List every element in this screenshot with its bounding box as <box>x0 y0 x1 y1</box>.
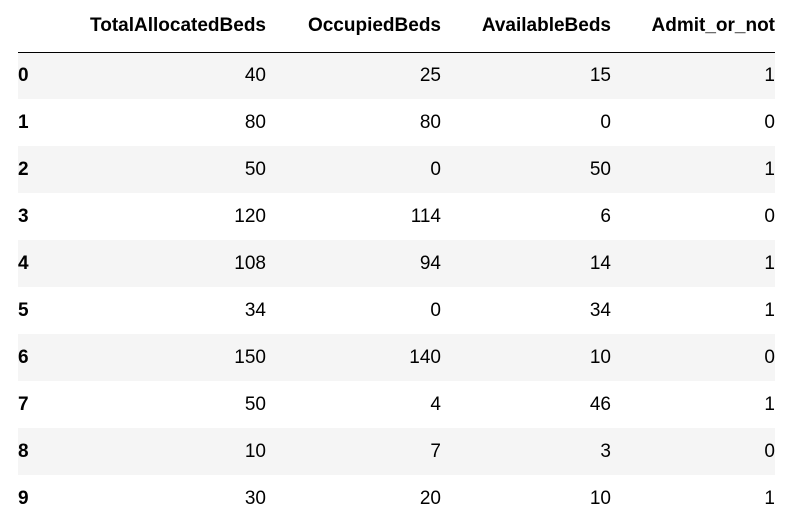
table-row: 2 50 0 50 1 <box>18 146 775 193</box>
index-header <box>18 0 76 53</box>
row-index: 0 <box>18 64 29 86</box>
cell-available-beds: 34 <box>589 299 611 321</box>
cell-available-beds: 10 <box>589 487 611 509</box>
row-index: 5 <box>18 299 29 321</box>
table-row: 9 30 20 10 1 <box>18 475 775 522</box>
cell-admit-or-not: 1 <box>764 393 775 415</box>
data-table: TotalAllocatedBeds OccupiedBeds Availabl… <box>18 0 775 522</box>
cell-occupied-beds: 20 <box>419 487 441 509</box>
cell-available-beds: 0 <box>600 111 611 133</box>
column-header-occupied-beds: OccupiedBeds <box>266 0 441 53</box>
cell-admit-or-not: 0 <box>764 205 775 227</box>
cell-occupied-beds: 0 <box>430 158 441 180</box>
cell-occupied-beds: 140 <box>409 346 441 368</box>
header-row: TotalAllocatedBeds OccupiedBeds Availabl… <box>18 0 775 53</box>
column-header-total-allocated-beds: TotalAllocatedBeds <box>76 0 266 53</box>
row-index: 8 <box>18 440 29 462</box>
row-index: 4 <box>18 252 29 274</box>
table-row: 7 50 4 46 1 <box>18 381 775 428</box>
cell-occupied-beds: 94 <box>419 252 441 274</box>
cell-admit-or-not: 1 <box>764 487 775 509</box>
column-header-available-beds: AvailableBeds <box>441 0 611 53</box>
column-header-admit-or-not: Admit_or_not <box>611 0 775 53</box>
cell-occupied-beds: 7 <box>430 440 441 462</box>
cell-total-allocated-beds: 50 <box>244 158 266 180</box>
cell-total-allocated-beds: 34 <box>244 299 266 321</box>
cell-total-allocated-beds: 80 <box>244 111 266 133</box>
table-header: TotalAllocatedBeds OccupiedBeds Availabl… <box>18 0 775 53</box>
cell-occupied-beds: 4 <box>430 393 441 415</box>
cell-total-allocated-beds: 150 <box>234 346 266 368</box>
row-index: 7 <box>18 393 29 415</box>
cell-available-beds: 50 <box>589 158 611 180</box>
row-index: 3 <box>18 205 29 227</box>
cell-available-beds: 10 <box>589 346 611 368</box>
cell-admit-or-not: 1 <box>764 252 775 274</box>
cell-occupied-beds: 114 <box>410 205 441 227</box>
cell-admit-or-not: 1 <box>764 299 775 321</box>
cell-admit-or-not: 0 <box>764 111 775 133</box>
cell-available-beds: 15 <box>589 64 611 86</box>
cell-admit-or-not: 0 <box>764 346 775 368</box>
cell-total-allocated-beds: 40 <box>244 64 266 86</box>
cell-available-beds: 14 <box>589 252 611 274</box>
table-row: 6 150 140 10 0 <box>18 334 775 381</box>
row-index: 1 <box>18 111 29 133</box>
cell-occupied-beds: 0 <box>430 299 441 321</box>
table-row: 8 10 7 3 0 <box>18 428 775 475</box>
table-row: 5 34 0 34 1 <box>18 287 775 334</box>
cell-available-beds: 6 <box>600 205 611 227</box>
cell-available-beds: 3 <box>600 440 611 462</box>
cell-admit-or-not: 0 <box>764 440 775 462</box>
table-row: 1 80 80 0 0 <box>18 99 775 146</box>
table-body: 0 40 25 15 1 1 80 80 0 0 2 50 0 50 1 3 <box>18 52 775 522</box>
table-row: 4 108 94 14 1 <box>18 240 775 287</box>
cell-total-allocated-beds: 50 <box>244 393 266 415</box>
cell-admit-or-not: 1 <box>764 158 775 180</box>
cell-total-allocated-beds: 120 <box>234 205 266 227</box>
cell-available-beds: 46 <box>589 393 611 415</box>
table-row: 3 120 114 6 0 <box>18 193 775 240</box>
table-row: 0 40 25 15 1 <box>18 52 775 99</box>
cell-total-allocated-beds: 30 <box>244 487 266 509</box>
cell-total-allocated-beds: 10 <box>244 440 266 462</box>
cell-admit-or-not: 1 <box>764 64 775 86</box>
cell-total-allocated-beds: 108 <box>234 252 266 274</box>
row-index: 6 <box>18 346 29 368</box>
cell-occupied-beds: 25 <box>419 64 441 86</box>
row-index: 2 <box>18 158 29 180</box>
row-index: 9 <box>18 487 29 509</box>
cell-occupied-beds: 80 <box>419 111 441 133</box>
